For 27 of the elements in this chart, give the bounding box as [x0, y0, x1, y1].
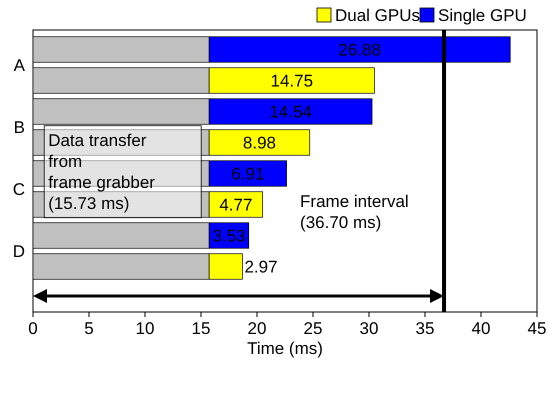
legend-label: Single GPU: [438, 6, 527, 25]
data-label: 6.91: [231, 164, 264, 184]
x-tick-label: 45: [528, 319, 546, 338]
x-axis-title: Time (ms): [247, 339, 323, 358]
data-label: 3.53: [212, 226, 246, 246]
y-tick-label: C: [12, 180, 25, 199]
x-tick-label: 40: [472, 319, 490, 338]
data-label: 26.88: [338, 40, 381, 60]
x-tick-label: 35: [416, 319, 434, 338]
annotation: Data transfer from frame grabber (15.73 ms): [48, 130, 156, 213]
y-tick-label: A: [14, 56, 26, 75]
x-tick-label: 0: [28, 319, 38, 338]
ref-line-label: Frame interval (36.70 ms): [300, 192, 409, 232]
legend-label: Dual GPUs: [335, 6, 420, 25]
y-tick-label: B: [14, 118, 25, 137]
x-tick-label: 30: [360, 319, 378, 338]
data-label: 8.98: [242, 133, 276, 152]
x-tick-label: 15: [192, 319, 210, 338]
x-tick-label: 25: [304, 319, 322, 338]
y-tick-label: D: [12, 242, 25, 261]
data-label: 14.54: [269, 102, 312, 122]
x-tick-label: 20: [248, 319, 266, 338]
x-tick-label: 10: [136, 319, 154, 338]
x-tick-label: 5: [84, 319, 94, 338]
data-label: 14.75: [270, 71, 314, 90]
data-label: 2.97: [244, 257, 278, 276]
data-label: 4.77: [219, 195, 252, 214]
